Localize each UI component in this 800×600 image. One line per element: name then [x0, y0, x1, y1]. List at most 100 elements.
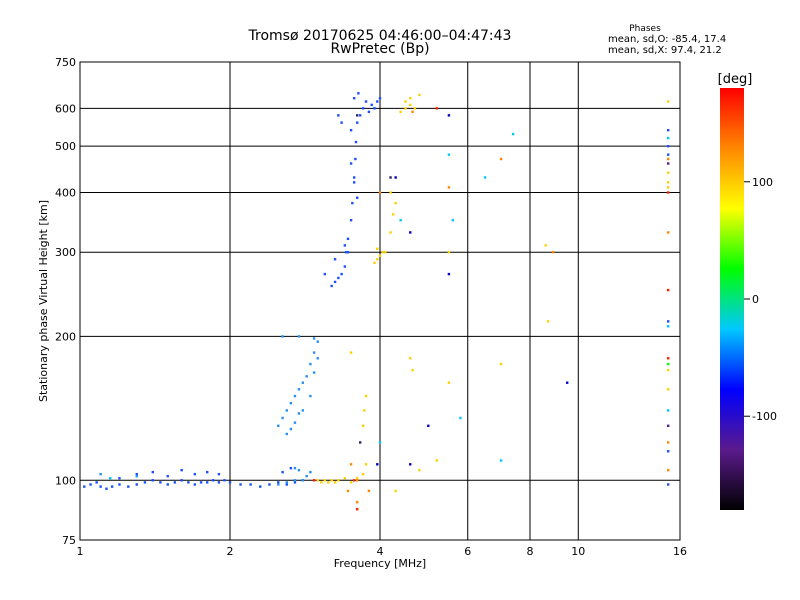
data-point: [301, 479, 305, 482]
grid-lines: [80, 62, 680, 540]
data-point: [389, 191, 392, 194]
data-point: [409, 231, 412, 234]
colorbar-tick-labels: 100 0 -100: [744, 176, 777, 423]
data-point: [118, 483, 121, 486]
data-point: [249, 483, 252, 486]
data-point: [373, 261, 376, 265]
data-point: [355, 500, 359, 504]
data-point: [205, 470, 209, 474]
data-point: [309, 470, 312, 474]
data-point: [378, 96, 382, 100]
data-point: [151, 470, 155, 474]
data-point: [323, 272, 327, 276]
data-point: [394, 176, 397, 179]
data-point: [277, 424, 280, 428]
data-point: [394, 201, 397, 205]
y-tick-label: 600: [55, 102, 76, 115]
data-point: [228, 481, 232, 484]
data-point: [99, 472, 102, 476]
data-point: [83, 485, 86, 488]
data-point: [349, 128, 353, 132]
data-point: [89, 483, 92, 486]
colorbar-tick-label: -100: [752, 410, 777, 423]
data-point: [355, 196, 359, 199]
data-point: [316, 357, 319, 360]
data-point: [435, 459, 438, 462]
data-point: [312, 479, 316, 482]
data-point: [667, 424, 670, 428]
data-point: [376, 463, 379, 466]
data-point: [483, 176, 487, 179]
data-point: [166, 483, 169, 486]
data-point: [378, 441, 382, 444]
data-point: [391, 213, 395, 216]
data-point: [367, 489, 371, 493]
data-point: [667, 362, 670, 366]
data-point: [667, 128, 670, 132]
data-point: [297, 388, 301, 391]
data-point: [447, 153, 451, 156]
chart-subtitle: RwPretec (Bp): [330, 41, 429, 57]
data-point: [193, 483, 197, 486]
data-point: [667, 181, 670, 184]
data-point: [305, 375, 308, 378]
data-point: [499, 362, 503, 366]
data-point: [289, 466, 293, 470]
data-point: [447, 186, 451, 189]
data-point: [511, 132, 515, 136]
data-point: [367, 110, 371, 114]
data-point: [389, 176, 392, 179]
y-tick-label: 300: [55, 246, 76, 259]
data-point: [281, 470, 284, 474]
phase-stats-o: mean, sd,O: -85.4, 17.4: [608, 34, 726, 45]
y-tick-label: 75: [62, 534, 76, 547]
data-point: [364, 394, 368, 398]
data-point: [99, 485, 102, 488]
x-tick-label: 4: [377, 545, 384, 558]
x-tick-label: 1: [77, 545, 84, 558]
data-point: [352, 96, 356, 100]
data-point: [354, 157, 357, 161]
x-tick-label: 10: [571, 545, 585, 558]
data-point: [193, 472, 197, 476]
data-point: [427, 424, 430, 428]
data-point: [95, 481, 98, 484]
data-point: [399, 219, 402, 222]
data-point: [355, 507, 359, 511]
data-point: [110, 485, 114, 488]
data-point: [316, 479, 319, 482]
data-point: [349, 162, 353, 165]
data-point: [320, 481, 323, 484]
data-point: [667, 100, 670, 103]
data-point: [327, 481, 330, 484]
data-point: [667, 441, 670, 444]
chart-title: Tromsø 20170625 04:46:00–04:47:43: [248, 28, 512, 44]
data-point: [285, 481, 288, 484]
data-point: [667, 186, 670, 189]
data-point: [667, 368, 670, 372]
data-point: [349, 481, 353, 484]
data-point: [340, 121, 343, 124]
data-point: [333, 258, 337, 261]
data-point: [447, 272, 451, 276]
data-point: [187, 481, 190, 484]
x-tick-labels: 1 2 4 6 8 10 16: [77, 545, 688, 558]
data-point: [358, 441, 362, 444]
data-point: [285, 432, 288, 436]
data-point: [151, 479, 155, 482]
data-point: [223, 479, 226, 482]
data-point: [358, 114, 362, 117]
data-point: [289, 401, 293, 405]
data-point: [551, 251, 555, 254]
data-point: [343, 265, 347, 268]
y-tick-labels: 75 100 200 300 400 500 600 750: [55, 56, 76, 547]
data-point: [346, 489, 350, 493]
data-point: [344, 251, 348, 254]
data-point: [343, 244, 347, 247]
data-point: [361, 107, 365, 110]
data-point: [363, 409, 366, 412]
data-point: [447, 381, 451, 384]
data-point: [109, 477, 112, 480]
data-point: [330, 284, 333, 288]
data-point: [373, 107, 376, 110]
